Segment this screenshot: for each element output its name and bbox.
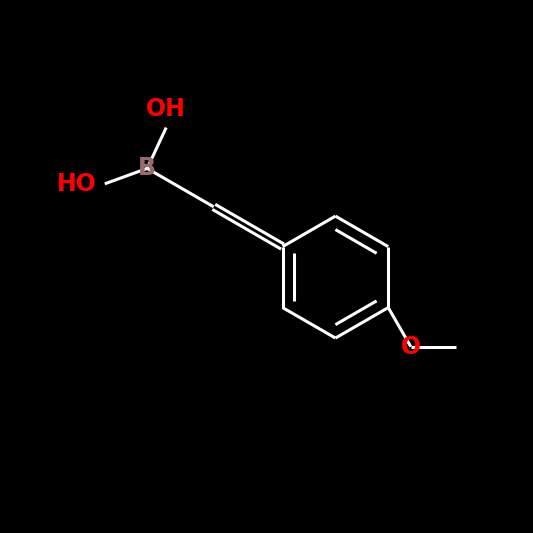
Text: O: O [401, 335, 421, 359]
Text: OH: OH [146, 97, 186, 121]
Text: B: B [138, 156, 156, 180]
Text: HO: HO [57, 172, 97, 196]
